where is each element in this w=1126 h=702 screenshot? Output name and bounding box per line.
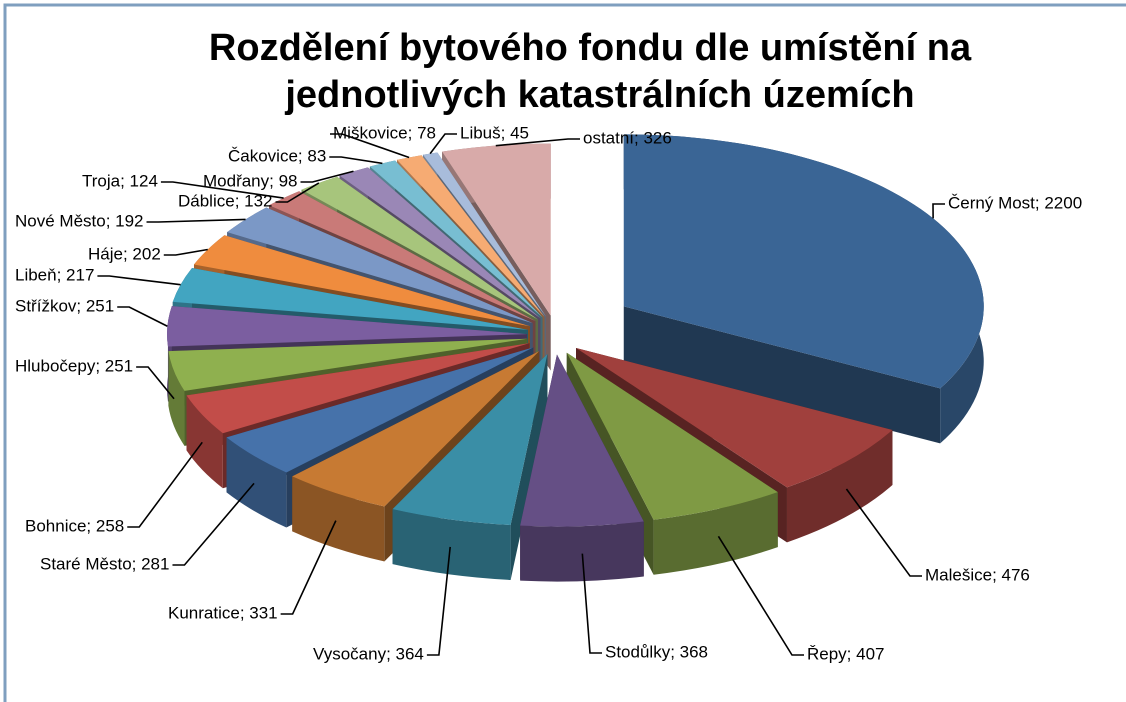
- leader-line: [495, 138, 580, 147]
- leader-line: [845, 488, 922, 577]
- slice-side: [186, 343, 530, 451]
- leader-line: [163, 248, 208, 256]
- data-label: Miškovice; 78: [333, 123, 436, 142]
- leader-line: [300, 170, 354, 183]
- data-label: Modřany; 98: [203, 171, 298, 190]
- data-label: Kunratice; 331: [168, 603, 278, 622]
- leader-line: [146, 218, 246, 223]
- data-label: Hlubočepy; 251: [15, 356, 133, 375]
- leader-line: [275, 182, 320, 203]
- data-label: Bohnice; 258: [25, 516, 124, 535]
- slice-top: [269, 191, 536, 321]
- slice-wall: [392, 509, 511, 580]
- slice-top: [301, 176, 538, 320]
- leader-line: [429, 133, 457, 155]
- data-label: Řepy; 407: [807, 644, 885, 663]
- slice-top: [520, 354, 644, 527]
- slice-top: [172, 268, 528, 330]
- slice-wall: [168, 351, 185, 446]
- leader-line: [330, 133, 410, 159]
- slice-wall: [520, 521, 644, 582]
- slice-top: [442, 143, 551, 316]
- slice-wall: [292, 476, 385, 562]
- data-label: Vysočany; 364: [313, 644, 424, 663]
- slice-top: [226, 347, 534, 473]
- slice-top: [227, 207, 533, 324]
- data-label: Staré Město; 281: [40, 554, 169, 573]
- leader-line: [329, 156, 383, 165]
- frame: [3, 3, 1126, 702]
- data-label: Nové Město; 192: [15, 211, 144, 230]
- data-label: Dáblice; 132: [178, 191, 273, 210]
- leader-line: [117, 306, 168, 327]
- slice-top: [186, 343, 530, 434]
- slice-top: [339, 167, 541, 319]
- data-label: Háje; 202: [88, 244, 161, 263]
- slice-top: [396, 155, 545, 317]
- leader-line: [717, 535, 804, 656]
- data-label: Střížkov; 251: [15, 296, 114, 315]
- leader-line: [172, 482, 255, 566]
- slice-side: [623, 306, 941, 444]
- leader-line: [932, 203, 945, 219]
- slice-top: [566, 352, 778, 520]
- leader-line: [97, 275, 181, 286]
- data-label: Černý Most; 2200: [948, 193, 1082, 212]
- slice-top: [576, 347, 893, 488]
- leader-line: [426, 546, 451, 656]
- slice-top: [193, 235, 530, 327]
- slice: [623, 134, 984, 444]
- slice-top: [422, 152, 546, 317]
- data-label: Libeň; 217: [15, 265, 94, 284]
- slice-wall: [653, 492, 778, 575]
- leader-line: [160, 181, 284, 199]
- slice-top: [167, 306, 528, 347]
- slice-wall: [226, 437, 287, 528]
- slice: [392, 353, 548, 580]
- leader-line: [581, 553, 602, 654]
- slice-top: [369, 160, 543, 318]
- leader-line: [136, 366, 175, 400]
- chart-title: jednotlivých katastrálních územích: [284, 74, 914, 116]
- data-label: Troja; 124: [82, 171, 158, 190]
- data-label: Libuš; 45: [460, 123, 529, 142]
- leader-line: [280, 520, 337, 615]
- data-label: Malešice; 476: [925, 565, 1030, 584]
- data-label: ostatní; 326: [583, 128, 672, 147]
- slice-top: [392, 353, 548, 525]
- slice-top: [168, 338, 528, 391]
- chart-title: Rozdělení bytového fondu dle umístění na: [209, 27, 972, 69]
- slice-top: [623, 134, 984, 389]
- leader-line: [127, 441, 203, 528]
- slice-top: [292, 351, 540, 507]
- data-label: Stodůlky; 368: [605, 642, 708, 661]
- slice: [520, 354, 644, 582]
- slice-wall: [186, 395, 223, 489]
- slice-wall: [786, 429, 893, 543]
- data-label: Čakovice; 83: [228, 146, 326, 165]
